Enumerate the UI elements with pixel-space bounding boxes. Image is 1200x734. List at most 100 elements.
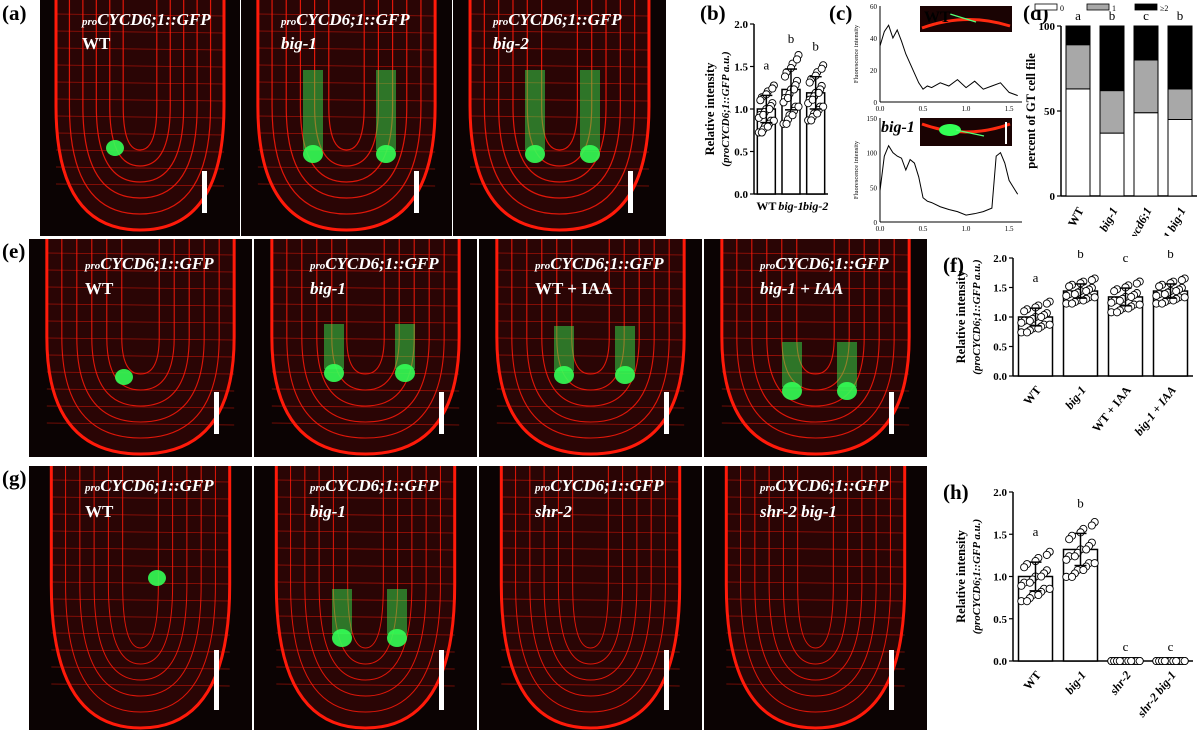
data-point [1107,298,1116,307]
cell-wall-line [721,388,910,392]
cell-wall-line [496,286,685,290]
cell-wall-line [55,166,225,170]
root-outline [45,239,236,456]
cell-file-line [571,239,610,375]
category-label: WT [1065,205,1087,229]
cell-wall-line [51,615,230,619]
y-axis-label-2: (proCYCD6;1::GFP a.u.) [971,519,983,634]
micrograph-e-big1: proCYCD6;1::GFP big-1 [254,239,477,457]
root-tip-image [45,239,236,456]
cell-wall-line [276,666,455,670]
cell-wall-line [51,683,230,687]
cell-wall-line [721,422,910,426]
cell-wall-line [46,286,235,290]
root-outline [49,466,232,730]
category-label: big-1 [1062,383,1089,412]
cell-file-line [301,239,430,423]
chart-b: 0.0 0.5 1.0 1.5 2.0 a WT b big-1 b big-2 Relative i… [700,18,830,236]
gfp-cell-file-right [395,324,415,369]
x-tick-label: 0.5 [919,225,928,233]
data-point [1037,312,1046,322]
data-point [1022,328,1032,337]
cell-wall-line [276,530,455,534]
root-tip-image [256,0,437,232]
cell-file-line [313,0,380,167]
stack-segment-0 [1167,119,1193,197]
cell-file-line [797,466,834,649]
root-outline [270,239,461,456]
cell-file-line [483,0,636,215]
cell-wall-line [51,564,230,568]
cell-wall-line [501,598,680,602]
data-point [1090,559,1099,568]
cell-file-line [318,466,413,681]
cell-wall-line [55,81,225,85]
cell-wall-line [271,337,460,341]
cell-wall-line [46,320,235,324]
cell-wall-line [496,422,685,426]
gfp-signal-right [580,145,600,163]
cell-wall-line [501,649,680,653]
cell-wall-line [271,371,460,375]
cell-wall-line [501,581,680,585]
cell-wall-line [726,649,905,653]
cell-file-line [68,0,212,215]
micrograph-reporter-label: proCYCD6;1::GFP [82,10,211,29]
gfp-signal-right [615,366,635,384]
legend-label: 1 [1112,4,1116,13]
cell-wall-line [496,252,685,256]
root-tip-image [499,466,682,730]
micrograph-e-big1-iaa: proCYCD6;1::GFP big-1 + IAA [704,239,927,457]
cell-wall-line [470,149,649,153]
cell-file-line [572,466,609,649]
significance-letter: c [1123,250,1129,265]
panel-label-e: (e) [2,239,26,263]
data-point [1045,584,1054,593]
y-tick-label: 2.0 [993,253,1007,265]
cell-file-line [526,0,593,167]
cell-file-line [91,239,190,407]
data-point [1017,318,1026,327]
y-tick-label: 0.0 [993,371,1007,383]
cell-wall-line [276,496,455,500]
chart-f: 0.0 0.5 1.0 1.5 2.0 a WT b big-1 c WT + IAA b big-1 … [943,246,1200,458]
cell-wall-line [470,64,649,68]
cell-wall-line [470,81,649,85]
x-tick-label: 0.0 [876,225,885,233]
significance-letter: a [763,57,769,72]
category-label: WT [1021,383,1044,407]
cell-wall-line [257,30,436,34]
data-point [1034,590,1043,600]
cell-file-line [515,466,666,713]
stack-segment-1 [1133,59,1159,114]
cell-wall-line [501,513,680,517]
data-point [1127,656,1136,666]
cell-wall-line [726,513,905,517]
micrograph-a-big1: proCYCD6;1::GFP big-1 [241,0,452,236]
micrograph-genotype-label: shr-2 big-1 [760,502,837,521]
cell-wall-line [726,615,905,619]
x-tick-label: 0.0 [876,105,885,113]
data-point [1037,572,1046,581]
cell-wall-line [721,337,910,341]
cell-wall-line [470,30,649,34]
cell-wall-line [271,320,460,324]
inset-big1-scan-line [955,129,985,137]
gfp-signal-right [837,382,857,400]
data-point [1042,550,1051,559]
panel-c-wt-label: WT [924,9,951,26]
y-tick-label: 0.0 [993,656,1007,668]
cell-file-line [290,466,441,713]
cell-wall-line [55,47,225,51]
cell-wall-line [721,405,910,409]
data-point [813,109,822,118]
stack-segment-2 [1099,25,1125,92]
gfp-cell-file-left [303,70,323,150]
cell-wall-line [55,132,225,136]
cell-wall-line [257,149,436,153]
micrograph-reporter-label: proCYCD6;1::GFP [535,254,664,273]
gfp-cell-file-right [615,326,635,371]
cell-wall-line [726,564,905,568]
cell-file-line [768,466,863,681]
cell-file-line [332,466,399,665]
